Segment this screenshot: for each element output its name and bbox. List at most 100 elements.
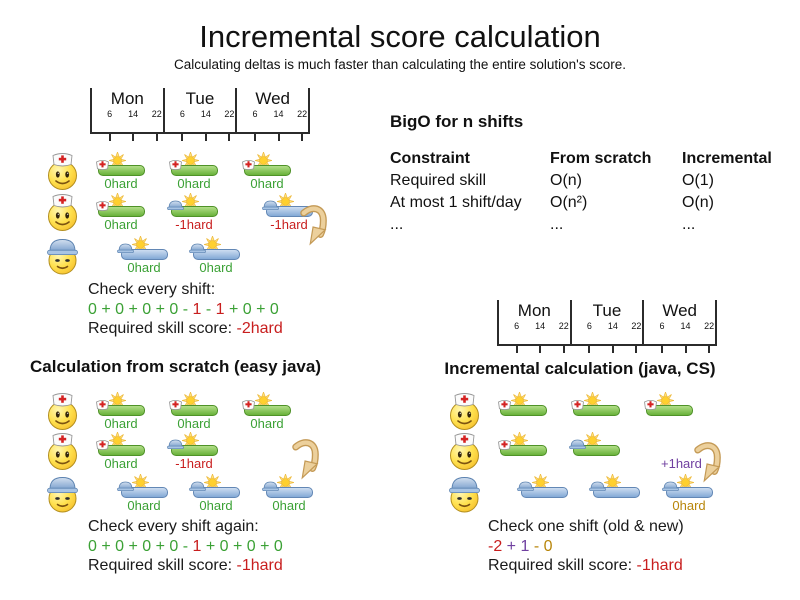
builder-hat-icon xyxy=(662,480,679,492)
sum-segment: 1 xyxy=(215,300,225,318)
tick-mark xyxy=(562,346,565,353)
bigo-cell: O(n) xyxy=(550,172,582,189)
delta-score: +1hard xyxy=(661,456,702,471)
shift-score: 0hard xyxy=(104,456,138,471)
builder-employee-icon xyxy=(44,236,81,275)
shift-bar xyxy=(98,405,145,416)
shift-bar xyxy=(646,405,693,416)
day-label: Tue xyxy=(185,89,215,108)
shift-bar xyxy=(244,405,291,416)
score-label: Required skill score: xyxy=(488,557,637,574)
timeline-day-tue: Tue 6 14 22 xyxy=(162,88,236,141)
tick-mark xyxy=(611,346,614,353)
shift-bar xyxy=(666,487,713,498)
shift: -1hard xyxy=(171,193,233,237)
shift-bar xyxy=(98,445,145,456)
score-value: -1hard xyxy=(636,557,683,574)
builder-hat-icon xyxy=(569,438,586,450)
tick-mark xyxy=(254,134,256,141)
builder-hat-icon xyxy=(117,242,134,254)
shift: 0hard xyxy=(193,474,255,518)
nurse-employee-icon xyxy=(44,392,81,431)
check-text: Check every shift again: xyxy=(88,518,259,535)
shift-bar xyxy=(171,165,218,176)
shift xyxy=(573,432,635,476)
shift-score: 0hard xyxy=(250,416,284,431)
day-label: Wed xyxy=(255,89,290,108)
bigo-cell: ... xyxy=(390,216,404,233)
shift xyxy=(573,392,635,436)
timeline-day-tue: Tue 6 14 22 xyxy=(569,300,643,353)
shift-bar xyxy=(98,165,145,176)
shift: 0hard xyxy=(98,432,160,476)
score-value: -2hard xyxy=(236,320,283,337)
shift: 0hard xyxy=(666,474,728,518)
shift-score: 0hard xyxy=(199,498,233,513)
shift-score: 0hard xyxy=(272,498,306,513)
nurse-employee-icon xyxy=(446,392,483,431)
bigo-heading: BigO for n shifts xyxy=(390,112,524,131)
shift-score: 0hard xyxy=(104,217,138,232)
timeline-top: Mon 6 14 22 Tue 6 14 22 Wed 6 14 22 xyxy=(90,88,311,141)
shift xyxy=(521,474,583,518)
shift-bar xyxy=(121,487,168,498)
bigo-table: Constraint From scratch Incremental Requ… xyxy=(390,148,794,236)
shift xyxy=(646,392,708,436)
nurse-cap-icon xyxy=(241,398,256,411)
nurse-cap-icon xyxy=(497,398,512,411)
nurse-cap-icon xyxy=(497,438,512,451)
builder-hat-icon xyxy=(117,480,134,492)
tick-mark xyxy=(228,134,231,141)
shift: 0hard xyxy=(171,392,233,436)
shift-bar xyxy=(171,405,218,416)
sum-text: -2 + 1 - 0 xyxy=(488,537,684,557)
shift-score: 0hard xyxy=(127,498,161,513)
initial-check-block: Check every shift: 0 + 0 + 0 + 0 - 1 - 1… xyxy=(88,280,283,339)
shift xyxy=(593,474,655,518)
sum-segment: + 0 + 0 + 0 xyxy=(201,537,283,555)
check-text: Check one shift (old & new) xyxy=(488,518,684,535)
tick-label: 22 xyxy=(558,321,569,331)
score-text: Required skill score: -1hard xyxy=(88,556,283,576)
score-value: -1hard xyxy=(236,557,283,574)
shift-bar xyxy=(500,445,547,456)
shift-bar xyxy=(121,249,168,260)
tick-label: 14 xyxy=(128,109,139,119)
shift xyxy=(500,392,562,436)
builder-employee-icon xyxy=(446,474,483,513)
sum-text: 0 + 0 + 0 + 0 - 1 + 0 + 0 + 0 xyxy=(88,537,283,557)
shift-bar xyxy=(593,487,640,498)
bigo-cell: O(n²) xyxy=(550,194,588,211)
day-label: Wed xyxy=(662,301,697,320)
shift-bar xyxy=(171,445,218,456)
bigo-cell: O(1) xyxy=(682,172,714,189)
shift-bar xyxy=(193,487,240,498)
incremental-heading: Incremental calculation (java, CS) xyxy=(444,359,716,378)
builder-employee-icon xyxy=(44,474,81,513)
tick-label: 22 xyxy=(704,321,715,331)
shift-score: 0hard xyxy=(104,416,138,431)
timeline-day-mon: Mon 6 14 22 xyxy=(497,300,570,353)
nurse-employee-icon xyxy=(44,152,81,191)
bigo-col-incremental: Incremental xyxy=(682,150,772,167)
shift-score: -1hard xyxy=(175,456,213,471)
tick-label: 14 xyxy=(607,321,618,331)
tick-mark xyxy=(181,134,184,141)
builder-hat-icon xyxy=(167,438,184,450)
tick-label: 14 xyxy=(200,109,211,119)
scratch-heading: Calculation from scratch (easy java) xyxy=(30,357,322,376)
check-text: Check every shift: xyxy=(88,281,216,298)
shift-bar xyxy=(244,165,291,176)
sum-segment: 0 + 0 + 0 + 0 - xyxy=(88,300,193,318)
sum-segment: - xyxy=(201,300,216,318)
sum-text: 0 + 0 + 0 + 0 - 1 - 1 + 0 + 0 xyxy=(88,300,283,320)
bigo-cell: Required skill xyxy=(390,172,487,189)
tick-mark xyxy=(684,346,687,353)
shift: 0hard xyxy=(98,392,160,436)
shift-score: 0hard xyxy=(177,416,211,431)
tick-label: 22 xyxy=(297,109,308,119)
tick-label: 6 xyxy=(514,321,520,331)
shift: 0hard xyxy=(121,474,183,518)
nurse-employee-icon xyxy=(44,432,81,471)
